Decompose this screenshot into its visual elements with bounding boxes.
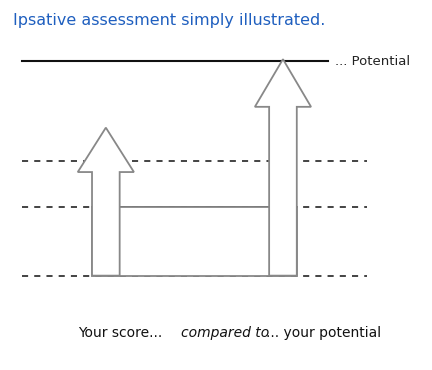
Text: Ipsative assessment simply illustrated.: Ipsative assessment simply illustrated. (13, 13, 325, 28)
Text: Your score...: Your score... (78, 326, 162, 340)
Text: ... Potential: ... Potential (335, 54, 410, 68)
Polygon shape (78, 128, 134, 276)
Polygon shape (255, 59, 311, 276)
Bar (92, 207, 297, 276)
Text: compared to: compared to (181, 326, 270, 340)
Text: ... your potential: ... your potential (266, 326, 381, 340)
